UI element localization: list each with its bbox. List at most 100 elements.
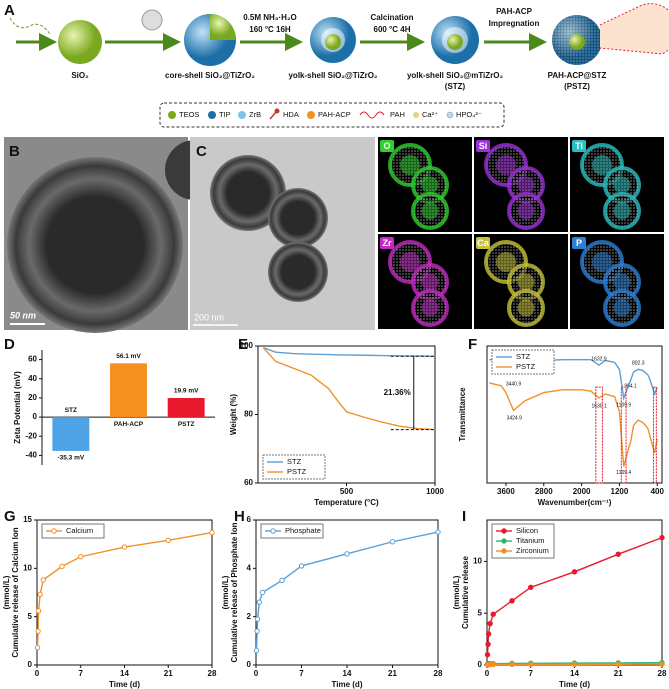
y-tick-label: 0	[28, 660, 33, 669]
x-tick-label: 21	[164, 669, 173, 678]
particle-signal	[592, 252, 612, 272]
core	[325, 34, 341, 50]
series-line	[263, 347, 436, 357]
category-label: PSTZ	[178, 421, 195, 428]
precursor	[141, 9, 163, 31]
particle-signal	[580, 143, 624, 187]
legend-label: ZrB	[249, 110, 261, 119]
panel-letter: H	[234, 508, 245, 525]
y-tick-label: 20	[28, 393, 37, 402]
icon	[359, 111, 385, 119]
legend-label: Calcium	[66, 526, 93, 535]
particle-signal	[421, 202, 439, 220]
category-label: PAH-ACP	[114, 421, 144, 428]
data-point	[659, 661, 665, 667]
legend-box	[262, 454, 326, 480]
x-axis-label: Wavenumber(cm⁻¹)	[538, 498, 612, 507]
map-label-box	[476, 237, 490, 249]
particle-signal	[400, 155, 420, 175]
particle-signal	[496, 155, 516, 175]
x-tick-label: 7	[299, 669, 304, 678]
x-tick-label: 28	[658, 669, 667, 678]
data-point	[256, 599, 262, 605]
icon	[274, 108, 280, 114]
particle-signal	[388, 240, 432, 284]
icon	[307, 111, 315, 119]
particle-signal	[517, 273, 535, 291]
legend-box	[41, 523, 105, 539]
y-tick-label: 40	[28, 374, 37, 383]
particle-signal	[421, 176, 439, 194]
data-point	[490, 661, 496, 668]
value-label: -35.3 mV	[57, 455, 84, 462]
x-tick-label: 7	[529, 669, 534, 678]
y-axis-label: (mmol/L)	[452, 575, 461, 609]
condition: 0.5M NH₃·H₂O	[243, 13, 296, 22]
x-tick-label: 3600	[497, 487, 515, 496]
x-axis-label: Temperature (°C)	[314, 498, 379, 507]
value-label: 56.1 mV	[116, 353, 141, 360]
scheme: A SiO₂ core-shell SiO₂@TiZrO₂ yolk-shell…	[4, 2, 669, 128]
bar	[167, 398, 205, 418]
particle-signal	[421, 299, 439, 317]
core	[569, 34, 585, 50]
scale-label: 50 nm	[10, 310, 36, 320]
bar	[52, 417, 90, 451]
data-point	[571, 661, 578, 668]
y-tick-label: 6	[247, 515, 252, 524]
x-tick-label: 1000	[426, 487, 444, 496]
y-tick-label: 4	[247, 563, 252, 572]
data-point	[59, 563, 65, 570]
x-tick-label: 400	[651, 487, 665, 496]
icon	[269, 111, 277, 120]
legend-label: Zirconium	[516, 546, 549, 555]
peak-label: 1630.1	[591, 403, 607, 409]
particle-signal	[507, 192, 545, 230]
legend-marker	[501, 528, 507, 534]
y-tick-label: -20	[25, 431, 37, 440]
map-label: Ca	[477, 238, 489, 248]
precursor	[9, 17, 51, 35]
product-label: SiO₂	[71, 71, 89, 80]
data-point	[389, 539, 396, 545]
x-axis-label: Time (d)	[332, 680, 363, 689]
legend-label: Silicon	[516, 526, 538, 535]
data-point	[298, 563, 305, 569]
map-label-box	[380, 237, 394, 249]
particle-signal	[484, 240, 528, 284]
y-axis-label: (mmol/L)	[221, 575, 230, 609]
particle-signal	[517, 202, 535, 220]
data-point	[165, 537, 171, 543]
particle-signal	[517, 299, 535, 317]
y-axis-label: (mmol/L)	[2, 575, 11, 609]
data-point	[615, 551, 621, 557]
plot-frame	[36, 519, 213, 666]
product-label: PAH-ACP@STZ	[548, 71, 607, 80]
legend-label: Titanium	[516, 536, 544, 545]
highlight-box	[620, 386, 627, 484]
data-point	[253, 647, 260, 654]
x-tick-label: 14	[570, 669, 579, 678]
legend-label: PSTZ	[516, 362, 536, 371]
data-point	[34, 644, 41, 651]
map-label-box	[572, 140, 586, 152]
legend-label: HDA	[283, 110, 299, 119]
condition: PAH-ACP	[496, 7, 533, 16]
y-tick-label: 0	[247, 660, 252, 669]
x-tick-label: 7	[79, 669, 84, 678]
data-point	[490, 611, 496, 617]
map-label: Ti	[575, 141, 583, 151]
series-line	[489, 382, 658, 467]
data-point	[259, 589, 266, 596]
panel-letter: C	[196, 143, 207, 160]
particle-signal	[388, 143, 432, 187]
data-point	[487, 620, 493, 627]
x-tick-label: 500	[340, 487, 354, 496]
legend-marker	[501, 538, 507, 544]
data-point	[509, 598, 515, 604]
peak-label: 1109.4	[616, 470, 631, 476]
y-tick-label: 0	[478, 660, 483, 669]
legend-label: TEOS	[179, 110, 199, 119]
data-point	[279, 577, 285, 584]
legend-box	[260, 523, 324, 539]
